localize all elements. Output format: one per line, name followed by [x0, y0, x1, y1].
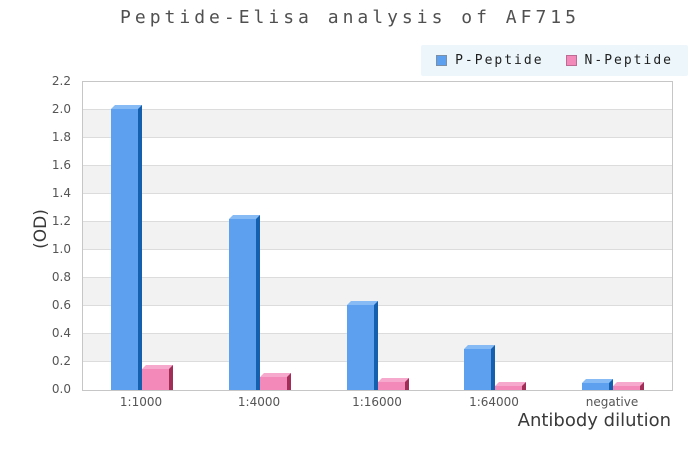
legend-item-P-Peptide[interactable]: P-Peptide [436, 53, 543, 68]
bar-N-Peptide-1:64000 [495, 382, 526, 390]
gridline [83, 193, 672, 194]
bar-P-Peptide-1:1000 [111, 105, 142, 390]
bar-face [111, 109, 138, 390]
bar-P-Peptide-1:4000 [229, 215, 260, 390]
legend-item-N-Peptide[interactable]: N-Peptide [565, 53, 673, 68]
bar-face [495, 386, 522, 390]
plot-area [82, 81, 673, 391]
bar-face [142, 369, 169, 390]
y-tick-label: 1.2 [51, 214, 71, 228]
bar-N-Peptide-negative [613, 382, 644, 390]
bar-group-negative [582, 82, 644, 390]
y-tick-label: 0.2 [51, 354, 71, 368]
bar-N-Peptide-1:16000 [378, 378, 409, 390]
legend-swatch-icon [565, 55, 577, 66]
bar-cap [142, 365, 173, 369]
x-tick-label-1:4000: 1:4000 [237, 395, 281, 409]
bar-N-Peptide-1:1000 [142, 365, 173, 390]
y-tick-label: 2.2 [51, 74, 71, 88]
x-axis-ticks: 1:1000 1:4000 1:16000 1:64000 negative [82, 395, 671, 411]
bar-side [609, 379, 613, 390]
bar-side [169, 365, 173, 390]
y-tick-label: 0.4 [51, 326, 71, 340]
y-tick-label: 0.0 [51, 382, 71, 396]
y-axis-ticks: 0.0 0.2 0.4 0.6 0.8 1.0 1.2 1.4 1.6 1.8 2.0 2.2 [0, 74, 77, 396]
bar-group-1:16000 [347, 82, 409, 390]
bar-face [229, 219, 256, 390]
gridline [83, 165, 672, 166]
legend-label: N-Peptide [584, 53, 673, 68]
gridline [83, 221, 672, 222]
bar-cap [260, 373, 291, 377]
bar-side [640, 382, 644, 390]
bar-P-Peptide-1:16000 [347, 301, 378, 390]
bar-face [613, 386, 640, 390]
x-tick-label-1:16000: 1:16000 [352, 395, 402, 409]
x-tick-label-1:1000: 1:1000 [119, 395, 163, 409]
bar-face [347, 305, 374, 390]
legend-swatch-icon [436, 55, 448, 66]
bar-cap [347, 301, 378, 305]
y-tick-label: 1.8 [51, 130, 71, 144]
y-tick-label: 0.6 [51, 298, 71, 312]
y-tick-label: 2.0 [51, 102, 71, 116]
gridline [83, 249, 672, 250]
bar-face [378, 382, 405, 390]
bar-P-Peptide-1:64000 [464, 345, 495, 390]
chart-title: Peptide-Elisa analysis of AF715 [120, 7, 580, 28]
y-tick-label: 0.8 [51, 270, 71, 284]
y-tick-label: 1.0 [51, 242, 71, 256]
bar-cap [582, 379, 613, 383]
x-tick-label-1:64000: 1:64000 [469, 395, 519, 409]
bar-face [582, 383, 609, 390]
bar-side [522, 382, 526, 390]
bar-N-Peptide-1:4000 [260, 373, 291, 390]
gridline [83, 109, 672, 110]
x-axis-label: Antibody dilution [517, 410, 671, 431]
bar-side [491, 345, 495, 390]
x-tick-label-negative: negative [585, 395, 639, 409]
bar-P-Peptide-negative [582, 379, 613, 390]
bar-face [464, 349, 491, 390]
gridline [83, 137, 672, 138]
bar-side [287, 373, 291, 390]
bar-group-1:4000 [229, 82, 291, 390]
bar-cap [229, 215, 260, 219]
bar-cap [464, 345, 495, 349]
bar-side [256, 215, 260, 390]
bar-side [138, 105, 142, 390]
legend-label: P-Peptide [455, 53, 544, 68]
bar-cap [111, 105, 142, 109]
gridline [83, 277, 672, 278]
bar-cap [613, 382, 644, 386]
bar-side [405, 378, 409, 390]
bar-cap [378, 378, 409, 382]
bar-group-1:64000 [464, 82, 526, 390]
y-tick-label: 1.6 [51, 158, 71, 172]
bar-side [374, 301, 378, 390]
legend: P-Peptide N-Peptide [421, 45, 688, 76]
bar-cap [495, 382, 526, 386]
bar-group-1:1000 [111, 82, 173, 390]
bar-face [260, 377, 287, 390]
y-tick-label: 1.4 [51, 186, 71, 200]
